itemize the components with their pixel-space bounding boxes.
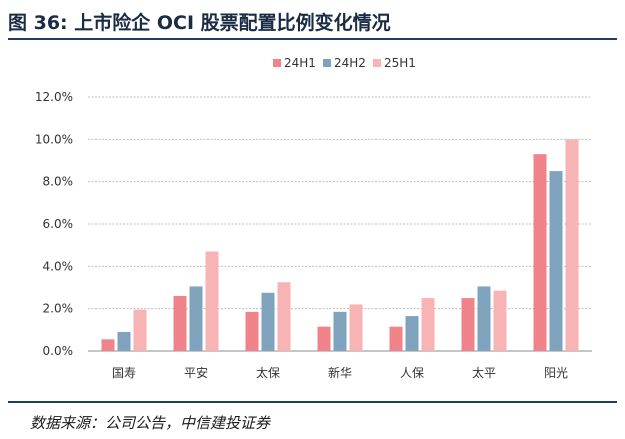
bar-24h1-2 <box>245 311 259 351</box>
bar-25h1-4 <box>421 298 435 351</box>
x-tick-label: 国寿 <box>112 366 136 380</box>
y-tick-label: 2.0% <box>43 302 74 316</box>
y-tick-label: 8.0% <box>43 175 74 189</box>
bar-24h2-4 <box>405 316 419 351</box>
source-rule <box>8 401 617 403</box>
y-tick-label: 12.0% <box>35 90 73 104</box>
bar-25h1-2 <box>277 282 291 351</box>
legend-label-24h1: 24H1 <box>284 56 316 70</box>
legend-label-24h2: 24H2 <box>334 56 366 70</box>
title-rule <box>8 38 617 40</box>
x-tick-label: 人保 <box>400 366 424 380</box>
x-tick-label: 阳光 <box>544 366 568 380</box>
bar-25h1-1 <box>205 251 219 351</box>
bar-24h1-3 <box>317 326 331 351</box>
legend-swatch-25h1 <box>373 59 381 67</box>
bar-24h2-5 <box>477 286 491 351</box>
bar-24h1-1 <box>173 295 187 351</box>
x-tick-label: 太保 <box>256 365 280 380</box>
legend-label-25h1: 25H1 <box>384 56 416 70</box>
bar-24h2-0 <box>117 331 131 351</box>
legend-swatch-24h1 <box>273 59 281 67</box>
bar-24h2-1 <box>189 286 203 351</box>
bar-24h2-6 <box>549 171 563 351</box>
bar-24h2-2 <box>261 292 275 351</box>
bars <box>101 139 579 351</box>
figure-title: 图 36: 上市险企 OCI 股票配置比例变化情况 <box>8 12 391 34</box>
y-tick-label: 6.0% <box>43 217 74 231</box>
bar-25h1-5 <box>493 290 507 351</box>
bar-24h1-6 <box>533 154 547 351</box>
grid-lines <box>88 96 592 352</box>
bar-24h1-4 <box>389 326 403 351</box>
y-tick-label: 4.0% <box>43 259 74 273</box>
x-tick-label: 平安 <box>184 365 208 380</box>
bar-24h1-0 <box>101 339 115 351</box>
y-tick-label: 10.0% <box>35 132 73 146</box>
legend-swatch-24h2 <box>323 59 331 67</box>
y-tick-label: 0.0% <box>43 344 74 358</box>
bar-25h1-0 <box>133 309 147 351</box>
x-tick-label: 新华 <box>328 365 352 380</box>
bar-25h1-6 <box>565 139 579 351</box>
bar-24h2-3 <box>333 311 347 351</box>
y-axis-tick-labels: 0.0% 2.0% 4.0% 6.0% 8.0% 10.0% 12.0% <box>35 90 73 358</box>
x-tick-label: 太平 <box>472 365 496 380</box>
bar-24h1-5 <box>461 298 475 351</box>
source-note: 数据来源：公司公告，中信建投证券 <box>30 414 271 432</box>
legend: 24H1 24H2 25H1 <box>273 56 416 70</box>
bar-25h1-3 <box>349 304 363 351</box>
x-axis-tick-labels: 国寿 平安 太保 新华 人保 太平 阳光 <box>112 365 568 380</box>
